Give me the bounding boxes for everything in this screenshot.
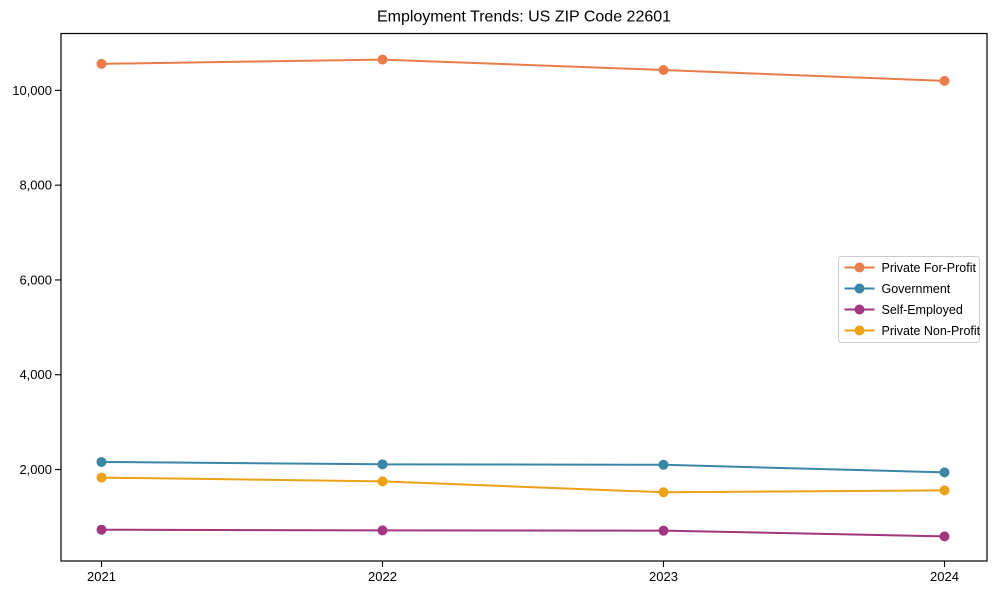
data-point xyxy=(377,459,388,470)
legend: Private For-Profit Government Self-Employe… xyxy=(838,256,981,343)
data-point xyxy=(377,476,388,487)
data-point xyxy=(939,485,950,496)
series-line xyxy=(101,528,945,538)
data-point xyxy=(658,487,669,498)
legend-label: Private For-Profit xyxy=(882,261,977,275)
y-tick-label: 4,000 xyxy=(19,367,52,382)
legend-label: Private Non-Profit xyxy=(882,324,981,338)
plot-frame xyxy=(60,32,988,562)
data-point xyxy=(658,64,669,75)
y-tick-label: 8,000 xyxy=(19,178,52,193)
x-tick-label: 2022 xyxy=(368,569,397,584)
data-point xyxy=(939,75,950,86)
data-point xyxy=(658,459,669,470)
legend-label: Self-Employed xyxy=(882,303,963,317)
data-point xyxy=(96,472,107,483)
series-line xyxy=(101,460,945,474)
series-line xyxy=(101,58,945,82)
data-point xyxy=(377,54,388,65)
data-point xyxy=(939,467,950,478)
data-point xyxy=(96,456,107,467)
x-tick-label: 2023 xyxy=(649,569,678,584)
legend-box xyxy=(838,256,980,343)
legend-marker xyxy=(854,283,865,294)
data-point xyxy=(658,525,669,536)
data-point xyxy=(939,531,950,542)
legend-marker xyxy=(854,262,865,273)
legend-label: Government xyxy=(882,282,951,296)
data-series xyxy=(96,54,950,542)
legend-marker xyxy=(854,304,865,315)
y-tick-label: 10,000 xyxy=(12,83,52,98)
y-tick-label: 6,000 xyxy=(19,272,52,287)
x-tick-label: 2021 xyxy=(87,569,116,584)
data-point xyxy=(96,58,107,69)
axis-ticks: 2,000 4,000 6,000 8,000 10,000 2021 2022 2023 20… xyxy=(12,83,959,584)
y-tick-label: 2,000 xyxy=(19,462,52,477)
data-point xyxy=(377,525,388,536)
data-point xyxy=(96,524,107,535)
x-tick-label: 2024 xyxy=(930,569,959,584)
legend-marker xyxy=(854,325,865,336)
series-line xyxy=(101,476,945,494)
chart-title: Employment Trends: US ZIP Code 22601 xyxy=(377,9,671,26)
